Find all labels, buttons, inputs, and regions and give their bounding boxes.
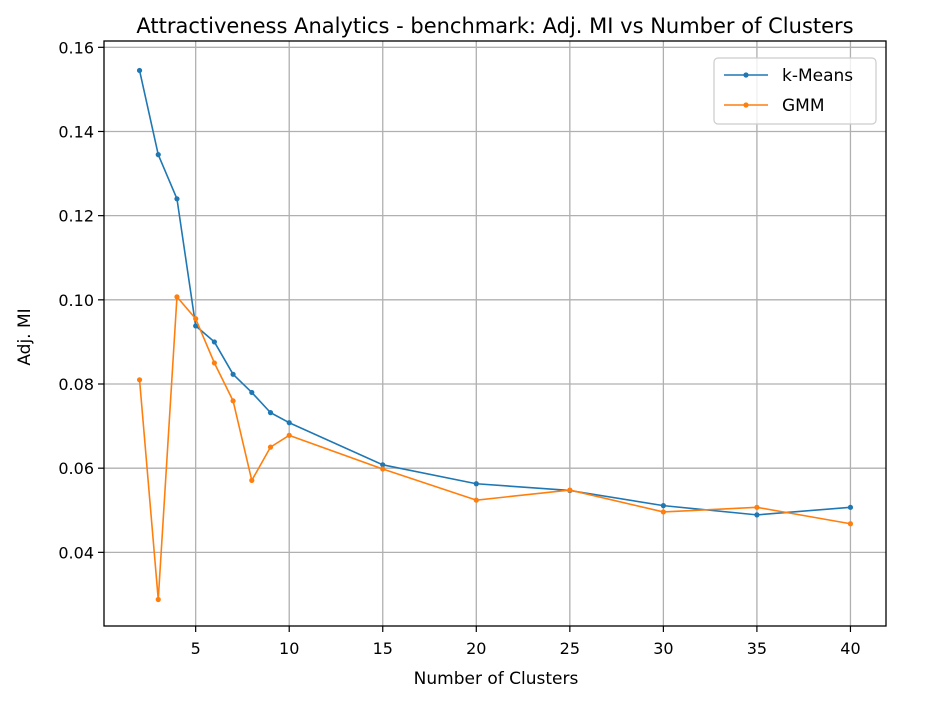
x-axis-label: Number of Clusters — [414, 669, 579, 689]
series-layer — [136, 67, 854, 603]
data-point — [380, 466, 386, 472]
data-point — [249, 477, 255, 483]
data-point — [567, 487, 573, 493]
y-tick-label: 0.06 — [58, 459, 94, 478]
chart-title: Attractiveness Analytics - benchmark: Ad… — [136, 14, 853, 38]
data-point — [286, 432, 292, 438]
series-gmm — [136, 294, 854, 603]
data-point — [136, 67, 143, 74]
x-tick-label: 20 — [466, 639, 486, 658]
y-tick-label: 0.10 — [58, 291, 94, 310]
data-point — [230, 371, 236, 377]
data-point — [660, 509, 666, 515]
series-k-means — [136, 67, 854, 518]
series-line — [138, 296, 851, 601]
legend-marker — [743, 102, 749, 108]
y-tick-label: 0.08 — [58, 375, 94, 394]
data-point — [211, 360, 217, 366]
data-point — [473, 481, 479, 487]
series-line — [138, 70, 851, 516]
data-point — [249, 389, 255, 396]
x-tick-label: 15 — [373, 639, 393, 658]
x-tick-label: 40 — [840, 639, 860, 658]
legend-label: GMM — [782, 96, 825, 116]
data-point — [230, 398, 236, 404]
data-point — [847, 504, 854, 510]
legend: k-Means GMM — [713, 57, 877, 125]
data-point — [267, 410, 274, 416]
data-point — [286, 420, 292, 426]
data-point — [847, 521, 854, 527]
data-point — [267, 444, 274, 450]
data-point — [155, 152, 161, 158]
axis-ticks: 5 10 15 20 25 30 35 40 0.04 0.06 0.08 0.10 0.12 0.14 0… — [58, 38, 860, 658]
plot-frame — [103, 40, 887, 627]
data-point — [754, 504, 760, 510]
grid-lines — [104, 41, 886, 626]
data-point — [174, 196, 180, 202]
data-point — [174, 294, 180, 300]
data-point — [660, 503, 666, 509]
y-tick-label: 0.16 — [58, 38, 94, 57]
data-point — [193, 316, 199, 322]
y-tick-label: 0.14 — [58, 122, 94, 141]
data-point — [211, 339, 217, 345]
x-tick-label: 30 — [653, 639, 673, 658]
data-point — [155, 596, 161, 603]
x-tick-label: 25 — [560, 639, 580, 658]
legend-marker — [743, 72, 749, 78]
legend-label: k-Means — [782, 66, 853, 86]
x-tick-label: 10 — [279, 639, 299, 658]
data-point — [754, 512, 760, 518]
x-tick-label: 35 — [747, 639, 767, 658]
y-tick-label: 0.04 — [58, 543, 94, 562]
y-axis-label: Adj. MI — [15, 308, 35, 365]
x-tick-label: 5 — [191, 639, 201, 658]
y-tick-label: 0.12 — [58, 207, 94, 226]
data-point — [380, 462, 386, 468]
data-point — [193, 323, 199, 329]
data-point — [136, 377, 143, 383]
data-point — [473, 497, 479, 503]
